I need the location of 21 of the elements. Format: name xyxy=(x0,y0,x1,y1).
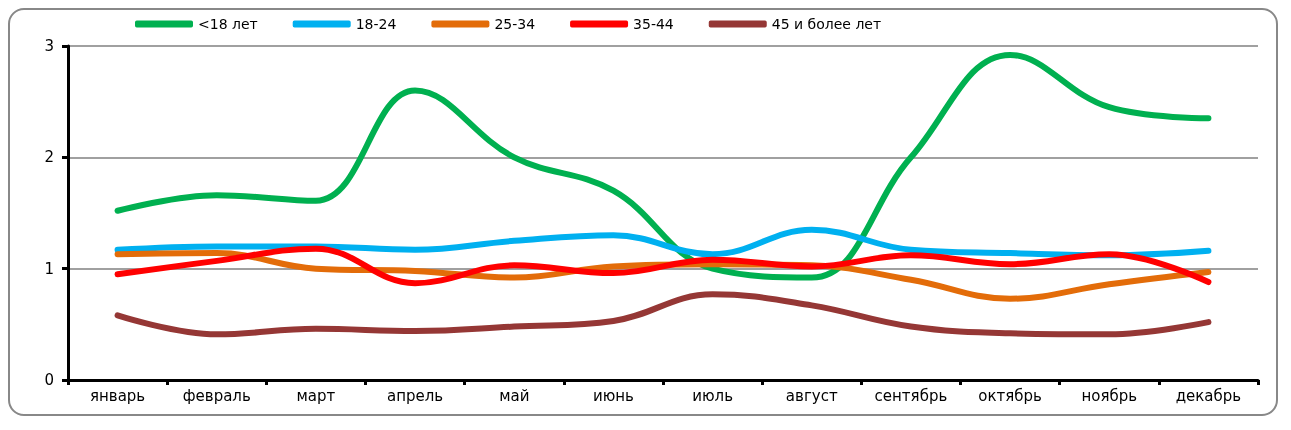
y-tick-label: 2 xyxy=(44,148,54,167)
y-tick-label: 3 xyxy=(44,37,54,55)
x-tick-label: апрель xyxy=(386,386,444,405)
x-tick-label: сентябрь xyxy=(874,386,948,405)
y-tick-label: 1 xyxy=(44,259,54,278)
x-tick-label: июль xyxy=(692,386,733,405)
legend-label: 35-44 xyxy=(633,16,674,32)
x-tick-label: декабрь xyxy=(1175,386,1242,405)
x-tick-label: ноябрь xyxy=(1081,386,1138,405)
legend-label: 18-24 xyxy=(355,16,397,32)
x-tick-label: июнь xyxy=(592,386,634,405)
legend-label: <18 лет xyxy=(198,16,258,32)
x-tick-label: май xyxy=(499,386,530,405)
x-tick-label: февраль xyxy=(182,386,251,405)
x-tick-label: октябрь xyxy=(978,386,1042,405)
x-tick-label: январь xyxy=(89,386,146,405)
legend-label: 45 и более лет xyxy=(771,16,882,32)
legend-label: 25-34 xyxy=(494,16,536,32)
y-tick-label: 0 xyxy=(44,371,54,389)
x-tick-label: март xyxy=(296,386,336,405)
x-tick-label: август xyxy=(785,386,838,405)
